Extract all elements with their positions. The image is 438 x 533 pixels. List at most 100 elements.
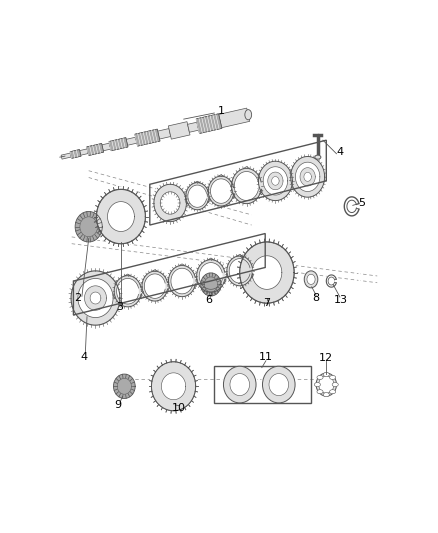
Ellipse shape <box>343 195 361 218</box>
Polygon shape <box>196 114 222 133</box>
Polygon shape <box>135 129 160 146</box>
Polygon shape <box>237 254 243 256</box>
Ellipse shape <box>262 366 295 403</box>
Ellipse shape <box>197 260 225 292</box>
Ellipse shape <box>291 157 325 197</box>
Text: 13: 13 <box>334 295 348 305</box>
Ellipse shape <box>268 172 283 190</box>
Ellipse shape <box>94 187 148 247</box>
Ellipse shape <box>263 167 288 195</box>
Text: 8: 8 <box>313 293 320 303</box>
Ellipse shape <box>317 390 323 394</box>
Polygon shape <box>251 273 253 278</box>
Ellipse shape <box>314 372 338 398</box>
Text: 4: 4 <box>80 352 87 362</box>
Ellipse shape <box>96 189 145 244</box>
Ellipse shape <box>90 292 101 304</box>
Ellipse shape <box>252 256 282 289</box>
Text: 11: 11 <box>259 352 273 362</box>
Polygon shape <box>179 264 185 265</box>
Ellipse shape <box>256 159 294 203</box>
Polygon shape <box>226 273 228 278</box>
Polygon shape <box>70 150 81 158</box>
Polygon shape <box>196 114 222 133</box>
Ellipse shape <box>85 286 106 310</box>
Polygon shape <box>152 270 158 271</box>
Ellipse shape <box>211 179 232 203</box>
Polygon shape <box>109 138 128 151</box>
Polygon shape <box>231 189 233 194</box>
Ellipse shape <box>171 268 193 294</box>
Polygon shape <box>113 294 116 298</box>
Ellipse shape <box>162 373 186 400</box>
Polygon shape <box>140 294 142 298</box>
Polygon shape <box>208 193 210 198</box>
Ellipse shape <box>222 365 258 405</box>
Polygon shape <box>135 129 160 146</box>
Polygon shape <box>126 137 137 146</box>
Ellipse shape <box>142 271 168 301</box>
Text: 7: 7 <box>263 298 271 308</box>
Text: 12: 12 <box>319 353 333 363</box>
Ellipse shape <box>199 263 223 289</box>
Ellipse shape <box>144 274 166 298</box>
Polygon shape <box>168 283 170 288</box>
Ellipse shape <box>269 374 289 395</box>
Text: 2: 2 <box>74 293 81 303</box>
Ellipse shape <box>75 212 102 242</box>
Polygon shape <box>219 175 224 176</box>
Ellipse shape <box>300 168 315 186</box>
Ellipse shape <box>232 168 261 204</box>
Ellipse shape <box>304 270 318 289</box>
Ellipse shape <box>323 393 329 397</box>
Ellipse shape <box>289 154 327 200</box>
Ellipse shape <box>208 176 234 206</box>
Ellipse shape <box>188 185 207 207</box>
Ellipse shape <box>140 269 170 303</box>
Ellipse shape <box>113 374 135 399</box>
Polygon shape <box>87 143 104 156</box>
Ellipse shape <box>107 201 134 231</box>
Polygon shape <box>194 283 196 288</box>
Ellipse shape <box>329 390 336 394</box>
Ellipse shape <box>223 366 256 403</box>
Polygon shape <box>260 189 262 194</box>
Ellipse shape <box>200 272 222 297</box>
Text: 6: 6 <box>206 295 213 305</box>
Ellipse shape <box>304 172 311 181</box>
Ellipse shape <box>201 273 221 296</box>
Text: 5: 5 <box>358 198 365 208</box>
Ellipse shape <box>74 210 104 244</box>
Ellipse shape <box>229 259 251 283</box>
Polygon shape <box>80 149 88 155</box>
Ellipse shape <box>225 254 254 288</box>
Ellipse shape <box>152 182 189 224</box>
Polygon shape <box>61 153 71 159</box>
Ellipse shape <box>314 383 321 386</box>
Ellipse shape <box>234 172 259 200</box>
Ellipse shape <box>240 242 294 303</box>
Ellipse shape <box>258 161 293 200</box>
Polygon shape <box>102 143 111 151</box>
Ellipse shape <box>316 373 336 396</box>
Polygon shape <box>187 122 199 132</box>
Ellipse shape <box>323 373 329 376</box>
Ellipse shape <box>317 375 323 379</box>
Text: 9: 9 <box>114 400 121 410</box>
Text: 10: 10 <box>172 403 186 413</box>
Ellipse shape <box>194 257 227 295</box>
Polygon shape <box>196 278 198 284</box>
Ellipse shape <box>230 166 264 206</box>
Ellipse shape <box>237 239 297 306</box>
Polygon shape <box>244 167 249 168</box>
Polygon shape <box>70 150 81 158</box>
Ellipse shape <box>68 268 123 328</box>
Ellipse shape <box>315 155 321 159</box>
Polygon shape <box>185 198 187 203</box>
Polygon shape <box>125 274 131 276</box>
Polygon shape <box>233 193 235 198</box>
Polygon shape <box>141 288 144 293</box>
Ellipse shape <box>307 274 315 285</box>
Ellipse shape <box>117 278 139 304</box>
Ellipse shape <box>272 176 279 185</box>
